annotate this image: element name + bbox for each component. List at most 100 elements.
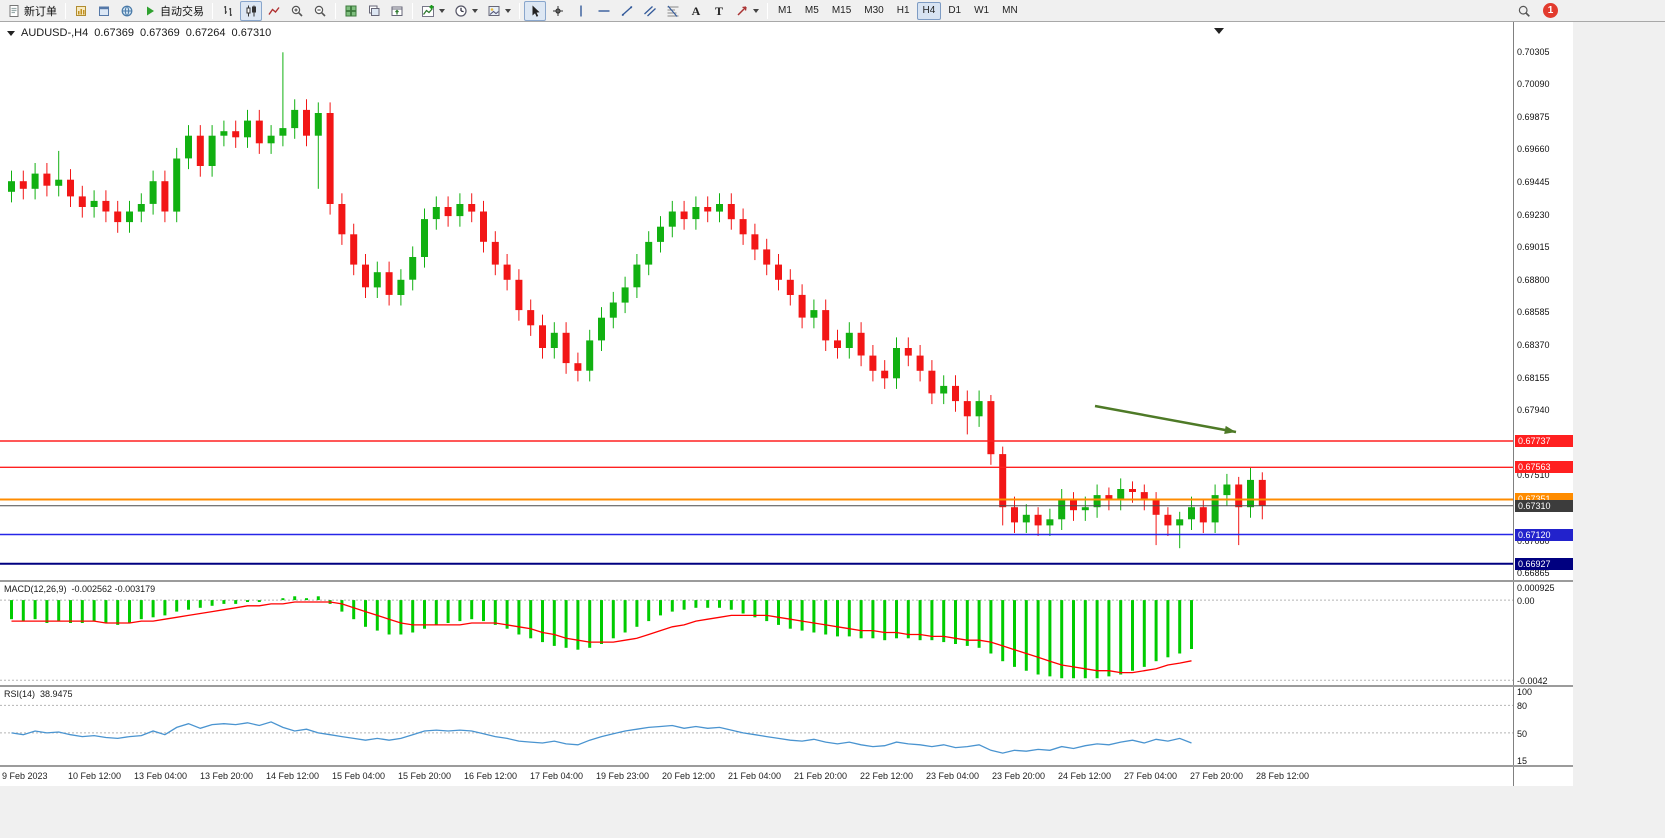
macd-label: MACD(12,26,9) [4,584,67,594]
cascade-windows-button[interactable] [363,1,385,21]
macd-header: MACD(12,26,9) -0.002562 -0.003179 [4,584,155,594]
periods-button[interactable] [450,1,482,21]
time-axis-label: 23 Feb 04:00 [926,771,980,781]
zoom-in-button[interactable] [286,1,308,21]
price-axis-label: 0.68800 [1517,274,1550,285]
line-chart-icon [268,6,280,15]
crosshair-icon [553,5,563,16]
profiles-icon [99,6,109,16]
arrow-object[interactable] [1094,404,1237,434]
toolbar: 新订单 自动交易 A T M1 M5 M15 M30 H1 H4 D1 W1 MN 1 [0,0,1665,22]
panel-separator[interactable] [0,685,1573,687]
rsi-value: 38.9475 [40,689,73,699]
high-value: 0.67369 [140,27,180,39]
timeframe-w1-button[interactable]: W1 [974,5,990,16]
time-axis-label: 13 Feb 04:00 [134,771,188,781]
rsi-label: RSI(14) [4,689,36,699]
zoom-out-button[interactable] [309,1,331,21]
time-axis-label: 27 Feb 04:00 [1124,771,1178,781]
tile-windows-icon [345,5,357,16]
search-button[interactable] [1513,1,1535,21]
price-scale[interactable]: 0.70305 0.70090 0.69875 0.69660 0.69445 0.692… [1513,22,1573,786]
time-axis-label: 15 Feb 20:00 [398,771,452,781]
timeframe-h1-button[interactable]: H1 [896,5,910,16]
toolbar-separator [519,2,520,19]
symbol-dropdown-icon[interactable] [7,30,15,36]
fibonacci-button[interactable] [662,1,684,21]
cursor-button[interactable] [524,0,546,21]
macd-chart[interactable] [0,582,1513,685]
macd-values: -0.002562 -0.003179 [71,584,156,594]
crosshair-button[interactable] [547,1,569,21]
arrange-windows-icon [391,6,403,16]
rsi-panel[interactable]: RSI(14) 38.9475 [0,687,1513,765]
chevron-down-icon [505,8,511,13]
line-chart-button[interactable] [263,1,285,21]
rsi-chart[interactable] [0,687,1513,765]
charts-button[interactable] [70,1,92,21]
price-axis-label: 0.69875 [1517,111,1550,122]
bar-chart-button[interactable] [217,1,239,21]
tile-windows-button[interactable] [340,1,362,21]
timeframe-m15-button[interactable]: M15 [831,5,852,16]
search-icon [1518,5,1530,17]
horizontal-line-button[interactable] [593,1,615,21]
price-chart-panel[interactable]: AUDUSD-,H4 0.67369 0.67369 0.67264 0.673… [0,22,1513,580]
trendline-button[interactable] [616,1,638,21]
price-axis-label: 0.69015 [1517,242,1550,253]
price-axis-label: 0.69660 [1517,144,1550,155]
market-watch-button[interactable] [116,1,138,21]
time-axis[interactable]: 9 Feb 2023 10 Feb 12:00 13 Feb 04:00 13 Feb… [0,767,1513,786]
timeframe-m30-button[interactable]: M30 [864,5,884,16]
macd-axis-label: 0.00 [1517,596,1535,607]
time-axis-label: 22 Feb 12:00 [860,771,914,781]
status-area [0,786,1665,838]
templates-button[interactable] [483,1,515,21]
arrows-button[interactable] [731,1,763,21]
candlestick-chart[interactable] [0,22,1513,580]
candlestick-chart-button[interactable] [240,0,262,21]
cursor-icon [532,5,540,17]
price-axis-label: 0.69230 [1517,209,1550,220]
text-label-button[interactable]: T [708,1,730,21]
arrow-object-head [1224,425,1236,434]
bar-chart-icon [224,5,232,16]
indicators-button[interactable] [417,1,449,21]
chart-column: AUDUSD-,H4 0.67369 0.67369 0.67264 0.673… [0,22,1513,786]
candlestick-chart-icon [246,5,256,16]
vertical-line-button[interactable] [570,1,592,21]
price-tag: 0.67120 [1515,528,1573,541]
auto-trading-button[interactable]: 自动交易 [139,1,208,21]
timeframe-mn-button[interactable]: MN [1002,5,1018,16]
text-button-glyph: A [691,3,701,18]
text-label-button-glyph: T [714,3,723,18]
profiles-button[interactable] [93,1,115,21]
chart-workspace: AUDUSD-,H4 0.67369 0.67369 0.67264 0.673… [0,22,1665,786]
periods-icon [455,4,467,17]
indicators-icon [422,4,434,17]
chevron-down-icon [753,8,759,13]
notification-badge[interactable]: 1 [1543,3,1558,18]
arrange-windows-button[interactable] [386,1,408,21]
time-axis-label: 27 Feb 20:00 [1190,771,1244,781]
channel-button[interactable] [639,1,661,21]
time-axis-label: 16 Feb 12:00 [464,771,518,781]
toolbar-separator [767,2,768,19]
new-order-button[interactable]: 新订单 [3,1,61,21]
text-button[interactable]: A [685,1,707,21]
timeframe-h4-button[interactable]: H4 [916,1,942,20]
toolbar-separator [65,2,66,19]
cascade-windows-icon [369,5,380,16]
macd-panel[interactable]: MACD(12,26,9) -0.002562 -0.003179 [0,582,1513,685]
toolbar-right-cluster: 1 [1513,1,1558,21]
toolbar-separator [212,2,213,19]
timeframe-m5-button[interactable]: M5 [804,5,819,16]
close-value: 0.67310 [231,27,272,39]
panel-separator[interactable] [0,765,1573,767]
price-axis-label: 0.70305 [1517,46,1550,57]
panel-separator[interactable] [0,580,1573,582]
chevron-down-icon [439,8,445,13]
timeframe-m1-button[interactable]: M1 [778,5,792,16]
chart-shift-marker[interactable] [1214,28,1224,34]
timeframe-d1-button[interactable]: D1 [948,5,962,16]
